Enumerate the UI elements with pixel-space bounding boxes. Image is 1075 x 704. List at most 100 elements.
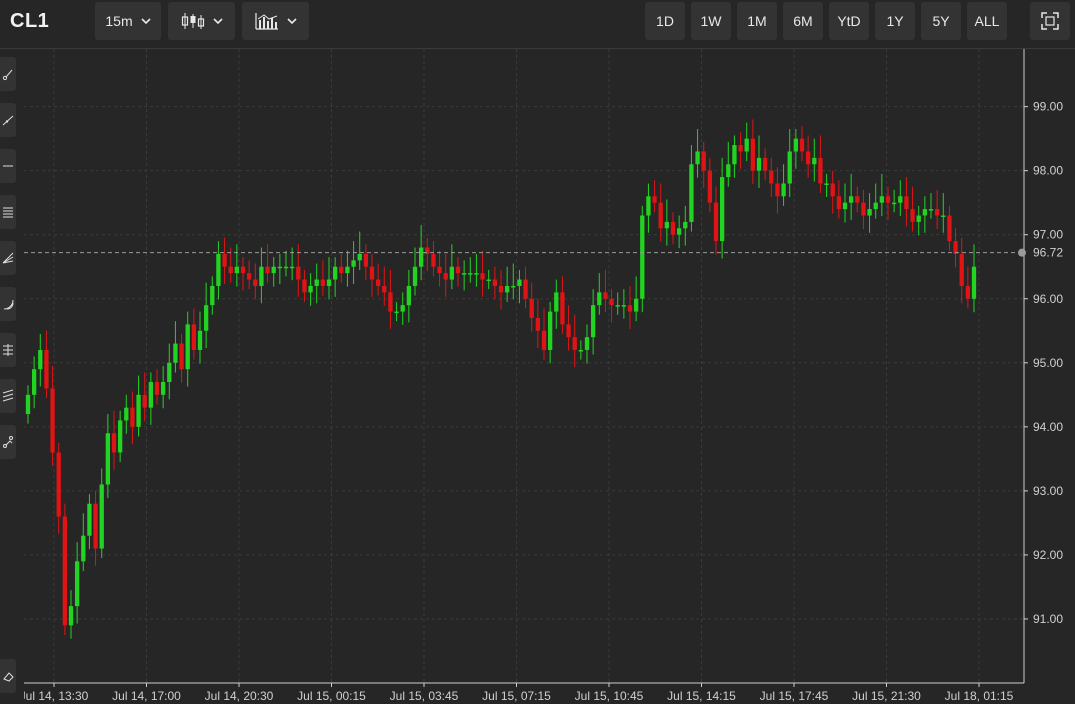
candle-up bbox=[136, 394, 141, 427]
indicators-icon bbox=[254, 13, 278, 30]
candle-down bbox=[320, 279, 326, 286]
measure-tool-button[interactable] bbox=[0, 425, 16, 459]
candle-down bbox=[855, 196, 860, 203]
candle-down bbox=[382, 285, 387, 293]
candle-down bbox=[670, 221, 676, 235]
candle-down bbox=[965, 285, 971, 299]
y-tick-label: 95.00 bbox=[1033, 356, 1063, 370]
candle-up bbox=[898, 196, 903, 203]
candle-down bbox=[498, 285, 504, 293]
candle-down bbox=[62, 516, 68, 626]
candle-down bbox=[142, 394, 147, 408]
drawing-tools-sidebar bbox=[0, 49, 24, 704]
candle-up bbox=[406, 285, 412, 306]
candle-down bbox=[799, 138, 805, 152]
arc-tool-button[interactable] bbox=[0, 287, 16, 321]
eraser-icon bbox=[3, 672, 14, 682]
candle-down bbox=[818, 157, 823, 184]
price-chart[interactable]: 91.00 92.00 93.00 94.00 95.00 96.00 97.00 98.00… bbox=[24, 49, 1063, 703]
candle-up bbox=[468, 273, 473, 275]
candle-down bbox=[339, 266, 344, 274]
last-price-dot bbox=[1018, 248, 1026, 257]
candle-down bbox=[50, 388, 55, 453]
candle-down bbox=[443, 273, 448, 280]
candle-down bbox=[523, 279, 528, 299]
fullscreen-button[interactable] bbox=[1030, 2, 1070, 40]
candle-down bbox=[652, 196, 657, 203]
interval-dropdown[interactable]: 15m bbox=[95, 2, 161, 40]
candle-up bbox=[167, 362, 172, 383]
y-tick-label: 93.00 bbox=[1033, 484, 1063, 498]
wave-tool-button[interactable] bbox=[0, 379, 16, 413]
candle-up bbox=[74, 561, 80, 607]
candle-down bbox=[529, 298, 534, 318]
range-button-ytd[interactable]: YtD bbox=[829, 2, 869, 40]
range-button-1w[interactable]: 1W bbox=[691, 2, 731, 40]
channel-tool-icon bbox=[3, 344, 13, 356]
candle-down bbox=[56, 452, 61, 517]
candle-down bbox=[885, 196, 891, 203]
candle-up bbox=[486, 279, 491, 282]
candle-up bbox=[185, 324, 190, 370]
channel-tool-button[interactable] bbox=[0, 333, 16, 367]
candle-up bbox=[461, 273, 467, 275]
chevron-down-icon bbox=[141, 18, 151, 25]
candle-up bbox=[879, 196, 885, 203]
candle-up bbox=[633, 298, 639, 312]
fibonacci-tool-button[interactable] bbox=[0, 195, 16, 229]
candle-down bbox=[154, 382, 160, 395]
candle-down bbox=[658, 202, 663, 229]
candle-up bbox=[824, 183, 829, 185]
indicators-dropdown[interactable] bbox=[242, 2, 309, 40]
candle-down bbox=[296, 266, 301, 280]
pitchfork-tool-button[interactable] bbox=[0, 241, 16, 275]
x-tick-label: Jul 15, 00:15 bbox=[297, 689, 366, 703]
range-button-all[interactable]: ALL bbox=[967, 2, 1007, 40]
candle-up bbox=[412, 266, 418, 286]
chart-type-dropdown[interactable] bbox=[168, 2, 235, 40]
ray-tool-icon bbox=[2, 115, 14, 126]
candle-up bbox=[308, 285, 313, 293]
y-tick-label: 98.00 bbox=[1033, 164, 1063, 178]
range-button-1m[interactable]: 1M bbox=[737, 2, 777, 40]
range-button-1d[interactable]: 1D bbox=[645, 2, 685, 40]
candle-up bbox=[117, 420, 123, 453]
candle-down bbox=[369, 266, 375, 280]
candle-up bbox=[584, 337, 590, 350]
candle-down bbox=[769, 170, 774, 184]
range-button-5y[interactable]: 5Y bbox=[921, 2, 961, 40]
range-button-6m[interactable]: 6M bbox=[783, 2, 823, 40]
candle-up bbox=[578, 349, 584, 352]
candle-down bbox=[707, 170, 713, 203]
wave-tool-icon bbox=[2, 389, 14, 402]
horizontal-line-tool-button[interactable] bbox=[0, 149, 16, 183]
y-tick-label: 96.00 bbox=[1033, 292, 1063, 306]
candle-up bbox=[99, 484, 104, 549]
eraser-tool-button[interactable] bbox=[0, 659, 16, 693]
candle-down bbox=[93, 503, 98, 549]
x-tick-label: Jul 15, 07:15 bbox=[482, 689, 551, 703]
candle-up bbox=[842, 202, 848, 210]
candle-up bbox=[277, 266, 283, 269]
x-tick-label: Jul 18, 01:15 bbox=[945, 689, 1014, 703]
fullscreen-icon bbox=[1041, 12, 1059, 30]
last-price-label: 96.72 bbox=[1033, 246, 1063, 260]
candle-up bbox=[197, 330, 203, 350]
x-tick-label: Jul 15, 17:45 bbox=[760, 689, 829, 703]
candle-up bbox=[38, 349, 43, 370]
candle-down bbox=[775, 183, 780, 197]
candle-down bbox=[541, 330, 547, 350]
candlestick-icon bbox=[181, 13, 204, 29]
candle-up bbox=[504, 285, 510, 293]
range-button-1y[interactable]: 1Y bbox=[875, 2, 915, 40]
trendline-tool-button[interactable] bbox=[0, 57, 16, 91]
candle-up bbox=[793, 138, 799, 152]
candlestick-chart-svg[interactable]: 91.00 92.00 93.00 94.00 95.00 96.00 97.00 98.00… bbox=[24, 49, 1075, 704]
candle-up bbox=[511, 285, 516, 288]
ray-tool-button[interactable] bbox=[0, 103, 16, 137]
candle-down bbox=[375, 279, 381, 286]
symbol-label[interactable]: CL1 bbox=[10, 10, 50, 32]
candle-down bbox=[253, 279, 258, 286]
candle-up bbox=[756, 157, 762, 171]
candle-down bbox=[431, 253, 436, 267]
